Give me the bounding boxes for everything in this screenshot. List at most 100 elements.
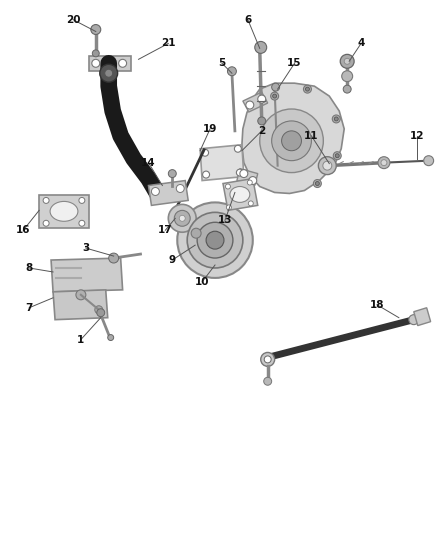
Circle shape [342,71,353,82]
Circle shape [261,352,275,366]
Polygon shape [223,179,258,211]
Text: 20: 20 [66,14,80,25]
Circle shape [91,25,101,35]
Circle shape [168,169,176,177]
Circle shape [314,180,321,188]
Circle shape [206,231,224,249]
Circle shape [378,157,390,168]
Circle shape [305,87,309,91]
Circle shape [92,50,99,57]
Circle shape [201,149,208,156]
Circle shape [273,94,277,98]
Circle shape [234,146,241,152]
Circle shape [248,201,253,206]
Text: 2: 2 [258,126,265,136]
Circle shape [249,176,257,184]
Circle shape [258,117,266,125]
Circle shape [43,197,49,204]
Circle shape [323,161,332,170]
Text: 18: 18 [370,300,384,310]
Circle shape [108,335,114,341]
Text: 5: 5 [219,58,226,68]
Text: 19: 19 [203,124,217,134]
Circle shape [381,160,387,166]
Polygon shape [414,308,431,326]
Circle shape [174,211,190,226]
Text: 12: 12 [410,131,424,141]
Circle shape [237,169,244,176]
Circle shape [109,253,119,263]
Text: 3: 3 [82,243,89,253]
Circle shape [255,42,267,53]
Circle shape [344,58,350,64]
Circle shape [271,92,279,100]
Circle shape [79,220,85,226]
Text: 17: 17 [158,225,173,235]
Circle shape [272,83,279,91]
Circle shape [332,115,340,123]
Circle shape [264,377,272,385]
Circle shape [247,180,252,185]
Polygon shape [148,181,188,205]
Text: 1: 1 [77,335,85,344]
Polygon shape [51,258,123,292]
Circle shape [240,169,248,177]
Circle shape [119,59,127,67]
Polygon shape [200,145,244,181]
Circle shape [105,69,113,77]
Circle shape [227,67,237,76]
Circle shape [191,228,201,238]
Circle shape [197,222,233,258]
Circle shape [187,212,243,268]
Polygon shape [242,83,344,193]
Circle shape [79,197,85,204]
Circle shape [318,157,336,175]
Text: 16: 16 [16,225,31,235]
Circle shape [258,95,266,103]
Circle shape [260,109,323,173]
Polygon shape [89,56,131,71]
Text: 14: 14 [141,158,156,168]
Circle shape [92,59,100,67]
Circle shape [168,204,196,232]
Circle shape [177,203,253,278]
Circle shape [335,154,339,158]
Text: 11: 11 [304,131,319,141]
Circle shape [203,171,209,178]
Circle shape [304,85,311,93]
Circle shape [246,101,254,109]
Text: 8: 8 [25,263,33,273]
Circle shape [264,356,271,363]
Circle shape [43,220,49,226]
Polygon shape [237,168,258,185]
Polygon shape [39,196,89,228]
Circle shape [282,131,301,151]
Ellipse shape [50,201,78,221]
Circle shape [179,215,185,221]
Polygon shape [53,290,108,320]
Text: 21: 21 [161,38,176,49]
Circle shape [95,306,103,314]
Circle shape [343,85,351,93]
Circle shape [334,117,338,121]
Text: 15: 15 [287,58,302,68]
Circle shape [176,184,184,192]
Circle shape [226,205,231,210]
Circle shape [409,314,419,325]
Ellipse shape [230,187,250,203]
Circle shape [315,182,319,185]
Circle shape [226,184,230,189]
Circle shape [272,121,311,160]
Text: 6: 6 [244,14,251,25]
Circle shape [424,156,434,166]
Text: 7: 7 [25,303,33,313]
Circle shape [97,309,105,317]
Text: 4: 4 [357,38,365,49]
Circle shape [100,64,118,82]
Polygon shape [243,92,268,112]
Circle shape [76,290,86,300]
Text: 10: 10 [195,277,209,287]
Text: 13: 13 [218,215,232,225]
Circle shape [152,188,159,196]
Circle shape [340,54,354,68]
